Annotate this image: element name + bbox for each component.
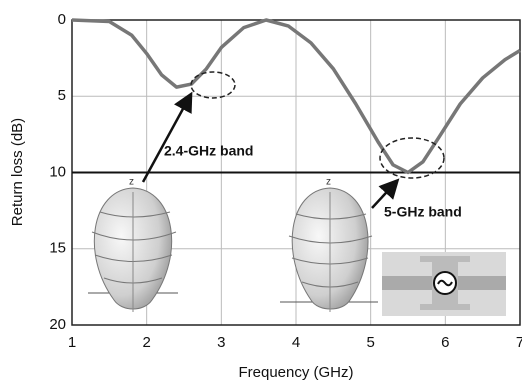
x-tick-label: 4	[292, 334, 300, 351]
chart: 2.4-GHz band 5-GHz band z z Frequency (G…	[0, 0, 522, 385]
radiation-pattern	[280, 188, 378, 312]
x-tick-label: 5	[366, 334, 374, 351]
y-axis-title: Return loss (dB)	[9, 118, 26, 226]
antenna-inset	[382, 252, 506, 316]
dashed-marker	[191, 72, 444, 178]
axis-label: z	[129, 177, 134, 188]
annotation: 5-GHz band	[384, 204, 462, 220]
axis-label: z	[326, 177, 331, 188]
x-axis-title: Frequency (GHz)	[238, 364, 353, 381]
y-tick-label: 5	[58, 87, 66, 104]
x-tick-label: 2	[142, 334, 150, 351]
x-tick-label: 7	[516, 334, 522, 351]
x-tick-label: 1	[68, 334, 76, 351]
x-tick-label: 6	[441, 334, 449, 351]
y-tick-label: 15	[49, 240, 66, 257]
x-tick-label: 3	[217, 334, 225, 351]
annotation: 2.4-GHz band	[164, 143, 253, 159]
radiation-pattern	[88, 188, 178, 312]
y-tick-label: 20	[49, 316, 66, 333]
y-tick-label: 0	[58, 11, 66, 28]
y-tick-label: 10	[49, 163, 66, 180]
